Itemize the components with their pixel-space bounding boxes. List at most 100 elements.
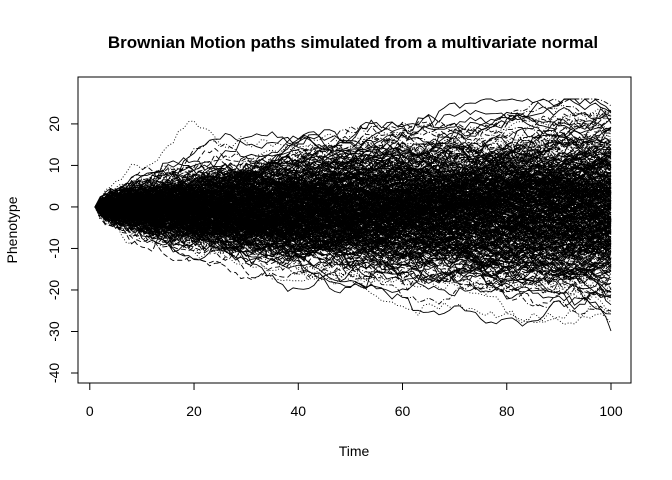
brownian-path-line — [94, 200, 612, 280]
brownian-path-line — [94, 115, 612, 216]
y-tick-label: 10 — [46, 157, 62, 173]
brownian-path-line — [94, 124, 612, 210]
brownian-path-line — [94, 168, 612, 251]
brownian-path-line — [94, 206, 612, 275]
brownian-path-line — [94, 172, 612, 218]
brownian-path-line — [94, 131, 612, 213]
brownian-path-line — [94, 165, 612, 233]
brownian-path-line — [94, 189, 612, 233]
x-tick-label: 0 — [86, 403, 94, 419]
brownian-path-line — [94, 198, 612, 295]
brownian-path-line — [94, 200, 612, 325]
brownian-path-line — [94, 190, 612, 240]
brownian-path-line — [94, 190, 612, 222]
brownian-path-line — [94, 144, 612, 227]
x-tick-label: 40 — [290, 403, 306, 419]
brownian-path-line — [94, 172, 612, 220]
y-tick-label: -10 — [46, 238, 62, 258]
brownian-path-line — [94, 206, 612, 251]
brownian-path-line — [94, 140, 612, 225]
y-tick-label: 0 — [46, 203, 62, 211]
brownian-path-line — [94, 139, 612, 214]
brownian-path-line — [94, 149, 612, 220]
brownian-path-line — [94, 159, 612, 208]
brownian-path-line — [94, 120, 612, 208]
brownian-path-line — [94, 161, 612, 208]
x-tick-label: 20 — [186, 403, 202, 419]
brownian-path-line — [94, 189, 612, 229]
x-tick-label: 60 — [395, 403, 411, 419]
brownian-path-line — [94, 179, 612, 239]
brownian-path-line — [94, 206, 612, 302]
y-tick-label: -40 — [46, 363, 62, 383]
brownian-path-line — [94, 98, 612, 210]
brownian-path-line — [94, 205, 612, 238]
brownian-path-line — [94, 121, 612, 211]
brownian-path-line — [94, 206, 612, 257]
brownian-path-line — [94, 118, 612, 208]
brownian-path-line — [94, 114, 612, 211]
brownian-path-line — [94, 192, 612, 267]
x-tick-label: 80 — [499, 403, 515, 419]
brownian-path-line — [94, 189, 612, 243]
y-tick-label: -30 — [46, 321, 62, 341]
brownian-path-line — [94, 136, 612, 208]
brownian-path-line — [94, 102, 612, 209]
brownian-path-line — [94, 192, 612, 246]
brownian-paths — [94, 98, 612, 332]
brownian-path-line — [94, 196, 612, 248]
brownian-path-line — [94, 110, 612, 214]
brownian-path-line — [94, 123, 612, 208]
x-tick-label: 100 — [599, 403, 623, 419]
y-axis: -40 -30 -20 -10 0 10 20 — [46, 116, 79, 383]
y-axis-label: Phenotype — [4, 196, 20, 263]
brownian-path-line — [94, 180, 612, 223]
brownian-path-line — [94, 206, 612, 284]
brownian-path-line — [94, 169, 612, 264]
brownian-path-line — [94, 177, 612, 221]
brownian-path-line — [94, 191, 612, 260]
brownian-path-line — [94, 200, 612, 307]
brownian-path-line — [94, 157, 612, 214]
brownian-path-line — [94, 197, 612, 269]
x-axis-label: Time — [339, 443, 370, 459]
brownian-path-line — [94, 206, 612, 266]
x-axis: 0 20 40 60 80 100 — [86, 382, 623, 419]
brownian-path-line — [94, 98, 612, 208]
brownian-path-line — [94, 167, 612, 215]
brownian-path-line — [94, 202, 612, 240]
brownian-path-line — [94, 206, 612, 248]
brownian-path-line — [94, 206, 612, 255]
y-tick-label: -20 — [46, 280, 62, 300]
brownian-path-line — [94, 165, 612, 224]
brownian-path-line — [94, 175, 612, 220]
brownian-path-line — [94, 205, 612, 270]
brownian-path-line — [94, 206, 612, 264]
brownian-path-line — [94, 201, 612, 251]
brownian-path-line — [94, 199, 612, 277]
brownian-path-line — [94, 183, 612, 240]
brownian-path-line — [94, 150, 612, 218]
brownian-path-line — [94, 154, 612, 208]
y-tick-label: 20 — [46, 116, 62, 132]
brownian-path-line — [94, 143, 612, 228]
brownian-path-line — [94, 130, 612, 209]
brownian-path-line — [94, 164, 612, 226]
brownian-path-line — [94, 161, 612, 229]
brownian-path-line — [94, 206, 612, 264]
brownian-path-line — [94, 204, 612, 264]
brownian-path-line — [94, 202, 612, 245]
brownian-path-line — [94, 174, 612, 216]
brownian-path-line — [94, 135, 612, 208]
brownian-path-line — [94, 181, 612, 248]
brownian-path-line — [94, 160, 612, 225]
brownian-path-line — [94, 206, 612, 282]
chart-title: Brownian Motion paths simulated from a m… — [108, 33, 598, 52]
brownian-path-line — [94, 191, 612, 238]
brownian-path-line — [94, 189, 612, 284]
brownian-path-line — [94, 172, 612, 239]
brownian-path-line — [94, 193, 612, 260]
brownian-path-line — [94, 185, 612, 228]
brownian-path-line — [94, 134, 612, 216]
